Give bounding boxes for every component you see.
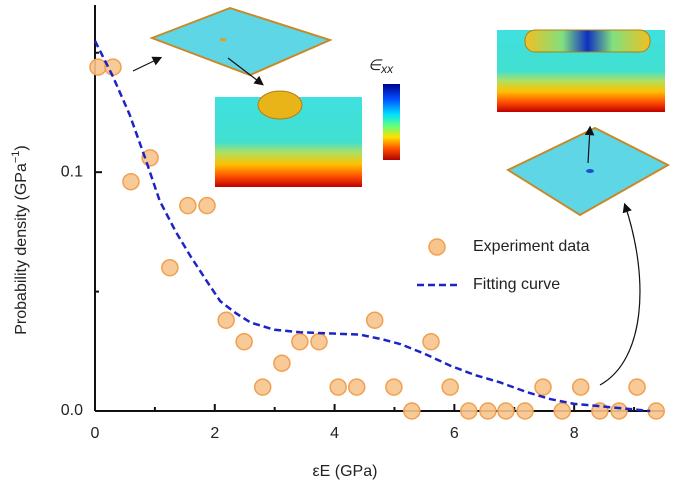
data-point — [422, 332, 440, 351]
data-point — [310, 332, 328, 351]
x-axis-label: εE (GPa) — [313, 463, 378, 480]
data-point — [104, 58, 122, 76]
data-point — [385, 378, 403, 396]
data-point — [141, 149, 159, 167]
data-point — [347, 378, 366, 396]
data-point — [610, 402, 628, 420]
y-label-end: ) — [13, 145, 30, 150]
data-point — [571, 378, 590, 396]
data-point — [89, 58, 107, 76]
data-point — [553, 402, 571, 420]
data-point — [217, 311, 235, 329]
x-tick-label: 6 — [450, 425, 459, 442]
y-tick-label: 0.0 — [61, 402, 83, 419]
data-point — [198, 196, 216, 215]
data-point — [497, 402, 515, 420]
fit-line — [93, 40, 651, 413]
y-axis-label: Probability density (GPa−1) — [10, 145, 30, 335]
colorbar-label: ∈xx — [368, 57, 394, 76]
data-point — [235, 332, 253, 351]
data-point — [273, 354, 291, 372]
legend-label: Fitting curve — [473, 276, 560, 293]
y-label-main: Probability density (GPa — [13, 163, 30, 335]
colorbar-sub: xx — [380, 62, 394, 76]
data-point — [122, 172, 140, 191]
data-point — [365, 311, 384, 329]
data-point — [253, 378, 272, 396]
data-point — [479, 402, 497, 420]
data-point — [329, 378, 347, 396]
data-point — [291, 332, 309, 351]
data-point — [459, 402, 478, 420]
data-point — [647, 402, 665, 420]
x-tick-label: 0 — [91, 425, 100, 442]
x-tick-label: 4 — [330, 425, 339, 442]
data-point — [441, 378, 459, 396]
y-tick-label: 0.1 — [61, 163, 83, 180]
colorbar-symbol: ∈ — [368, 57, 383, 74]
x-tick-label: 2 — [210, 425, 219, 442]
legend-marker — [428, 238, 446, 256]
data-point — [179, 196, 197, 215]
data-point — [534, 378, 552, 396]
data-point — [628, 378, 646, 396]
y-label-sup: −1 — [10, 151, 22, 164]
data-point — [161, 258, 179, 277]
data-point — [403, 402, 421, 420]
data-point — [516, 402, 534, 420]
insets — [132, 6, 671, 386]
x-tick-label: 8 — [570, 425, 579, 442]
legend-label: Experiment data — [473, 238, 590, 255]
